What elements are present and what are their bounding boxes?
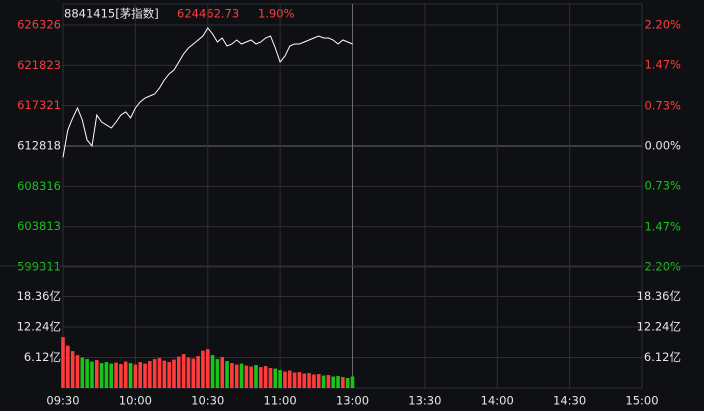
volume-bar: [321, 375, 326, 388]
volume-bar: [138, 362, 142, 388]
volume-bar: [70, 351, 75, 388]
volume-bar: [263, 366, 268, 388]
y-tick-label: 621823: [17, 58, 61, 72]
y2-tick-label: 0.00%: [644, 139, 681, 153]
x-tick-label: 11:00: [264, 394, 297, 408]
volume-tick-label-right: 12.24亿: [637, 320, 681, 334]
volume-tick-label: 18.36亿: [17, 289, 61, 303]
volume-bar: [283, 371, 287, 388]
volume-bar: [220, 357, 225, 388]
volume-bar: [66, 345, 70, 388]
volume-bar: [345, 378, 350, 388]
x-tick-label: 14:30: [553, 394, 586, 408]
volume-bar: [143, 363, 147, 388]
y-tick-label: 612818: [17, 139, 61, 153]
y2-tick-label: 0.73%: [644, 98, 681, 112]
volume-bar: [90, 361, 94, 388]
volume-bar: [259, 367, 263, 388]
volume-bar: [268, 368, 273, 388]
volume-bar: [230, 363, 234, 388]
volume-bar: [278, 370, 282, 388]
volume-bar: [196, 356, 200, 388]
volume-tick-label: 6.12亿: [24, 350, 61, 364]
y-tick-label: 603813: [17, 219, 61, 233]
x-tick-label: 10:30: [191, 394, 224, 408]
volume-bar: [326, 375, 331, 388]
volume-bar: [244, 365, 249, 388]
volume-bar: [307, 373, 311, 388]
volume-bar: [210, 355, 215, 388]
x-tick-label: 14:00: [481, 394, 514, 408]
volume-tick-label-right: 18.36亿: [637, 289, 681, 303]
y-tick-label: 626326: [17, 18, 61, 32]
x-tick-label: 13:30: [408, 394, 441, 408]
volume-bar: [292, 372, 297, 388]
volume-bar: [350, 376, 355, 388]
volume-bar: [312, 374, 316, 388]
x-tick-label: 15:00: [625, 394, 658, 408]
volume-bar: [215, 359, 220, 388]
y2-tick-label: 0.73%: [644, 179, 681, 193]
x-tick-label: 10:00: [119, 394, 152, 408]
volume-bar: [191, 358, 196, 388]
volume-bar: [273, 368, 278, 388]
volume-bar: [249, 366, 253, 388]
volume-bar: [336, 376, 340, 388]
volume-bar: [316, 374, 321, 388]
volume-bar: [99, 363, 104, 388]
x-tick-label: 13:00: [336, 394, 369, 408]
volume-tick-label: 12.24亿: [17, 320, 61, 334]
volume-bar: [104, 362, 109, 388]
y2-tick-label: 2.20%: [644, 18, 681, 32]
volume-bar: [297, 372, 302, 388]
volume-bar: [128, 363, 133, 388]
volume-bar: [119, 364, 123, 388]
y-tick-label: 617321: [17, 98, 61, 112]
volume-bar: [172, 359, 176, 388]
volume-bar: [331, 376, 335, 388]
volume-bar: [123, 361, 128, 388]
volume-bar: [205, 349, 210, 388]
y-tick-label: 608316: [17, 179, 61, 193]
volume-bar: [167, 362, 171, 388]
volume-bar: [94, 360, 99, 388]
volume-bar: [152, 359, 157, 388]
volume-bar: [157, 358, 162, 388]
y2-tick-label: 1.47%: [644, 58, 681, 72]
volume-bar: [181, 354, 186, 388]
volume-bar: [133, 364, 138, 388]
volume-bar: [234, 364, 239, 388]
volume-bar: [302, 373, 307, 388]
volume-tick-label-right: 6.12亿: [644, 350, 681, 364]
volume-bar: [239, 363, 244, 388]
volume-bar: [177, 356, 181, 388]
volume-bar: [254, 365, 258, 388]
chart-title: 8841415[茅指数]: [64, 7, 159, 21]
volume-bar: [162, 360, 167, 388]
volume-bar: [80, 357, 85, 388]
volume-bar: [114, 362, 118, 388]
volume-bar: [201, 350, 205, 388]
volume-bar: [341, 377, 345, 388]
price-line: [62, 27, 353, 158]
volume-bar: [225, 361, 229, 388]
volume-bar: [109, 363, 114, 388]
change-percent: 1.90%: [258, 7, 295, 21]
volume-bar: [85, 359, 89, 388]
volume-bar: [75, 355, 80, 388]
volume-bar: [186, 357, 191, 388]
y2-tick-label: 1.47%: [644, 219, 681, 233]
volume-bar: [61, 337, 65, 388]
volume-bar: [287, 370, 292, 388]
volume-bar: [148, 361, 152, 388]
x-tick-label: 09:30: [46, 394, 79, 408]
